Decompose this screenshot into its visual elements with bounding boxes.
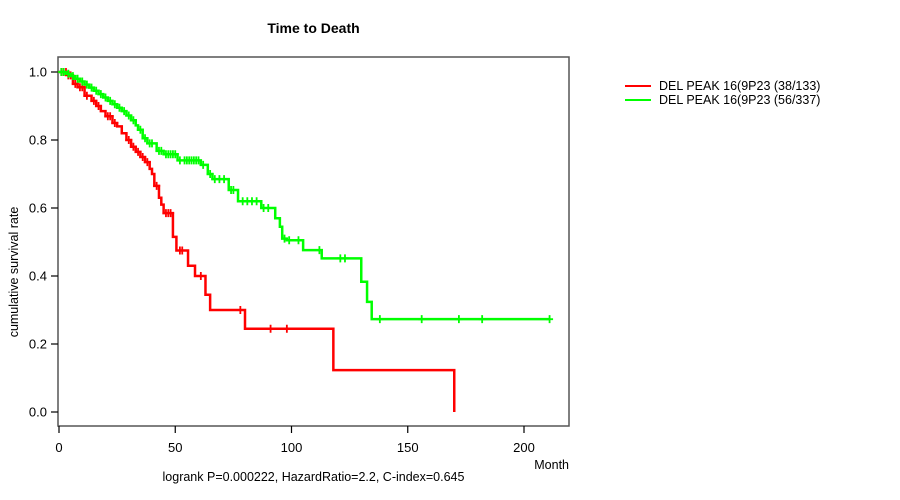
- chart-title: Time to Death: [267, 20, 360, 36]
- censor-marks-1: [57, 68, 554, 324]
- legend: DEL PEAK 16(9P23 (38/133) DEL PEAK 16(9P2…: [625, 79, 820, 107]
- x-tick-label: 100: [281, 440, 303, 455]
- legend-line-swatch: [625, 99, 651, 101]
- y-axis-label: cumulative survival rate: [7, 206, 21, 338]
- legend-line-swatch: [625, 85, 651, 87]
- legend-item-0: DEL PEAK 16(9P23 (38/133): [625, 79, 820, 93]
- plot-box: [57, 56, 570, 427]
- legend-item-1: DEL PEAK 16(9P23 (56/337): [625, 93, 820, 107]
- stats-annotation: logrank P=0.000222, HazardRatio=2.2, C-i…: [162, 470, 465, 484]
- y-tick-label: 1.0: [29, 65, 47, 80]
- y-tick-label: 0.8: [29, 133, 47, 148]
- x-tick-label: 0: [55, 440, 62, 455]
- x-tick-label: 50: [168, 440, 182, 455]
- y-tick-label: 0.6: [29, 201, 47, 216]
- x-tick-label: 150: [397, 440, 419, 455]
- survival-curve-1: [59, 70, 550, 321]
- legend-label: DEL PEAK 16(9P23 (38/133): [659, 79, 821, 93]
- y-tick-label: 0.0: [29, 405, 47, 420]
- y-tick-label: 0.2: [29, 337, 47, 352]
- x-tick-label: 200: [513, 440, 535, 455]
- y-tick-label: 0.4: [29, 269, 47, 284]
- legend-label: DEL PEAK 16(9P23 (56/337): [659, 93, 821, 107]
- x-axis-label: Month: [534, 458, 569, 472]
